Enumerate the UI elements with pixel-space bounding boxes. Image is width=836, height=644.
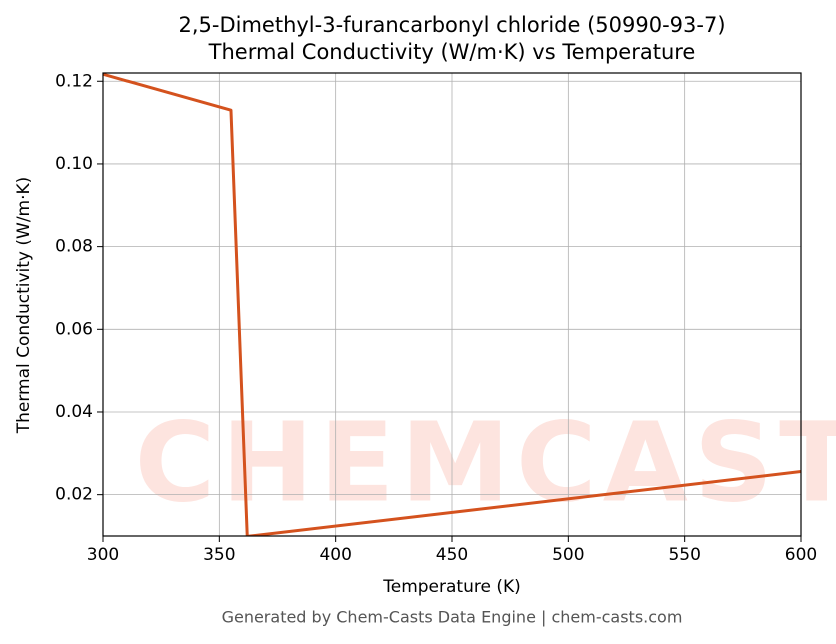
y-tick-label: 0.04: [55, 402, 93, 422]
chart-title: 2,5-Dimethyl-3-furancarbonyl chloride (5…: [178, 13, 725, 37]
y-tick-label: 0.08: [55, 237, 93, 257]
chart-subtitle: Thermal Conductivity (W/m·K) vs Temperat…: [208, 40, 696, 64]
x-tick-label: 550: [668, 545, 700, 565]
y-tick-label: 0.12: [55, 71, 93, 91]
x-tick-label: 300: [87, 545, 119, 565]
x-tick-label: 450: [436, 545, 468, 565]
x-tick-label: 400: [319, 545, 351, 565]
y-tick-label: 0.10: [55, 154, 93, 174]
x-axis-label: Temperature (K): [382, 577, 521, 597]
plot-frame: [102, 72, 802, 537]
footer: Generated by Chem-Casts Data Engine | ch…: [222, 608, 683, 627]
y-tick-label: 0.06: [55, 319, 93, 339]
x-tick-label: 600: [785, 545, 817, 565]
x-tick-label: 500: [552, 545, 584, 565]
watermark: CHEMCASTS: [135, 398, 836, 526]
data-line: [103, 73, 801, 536]
x-tick-label: 350: [203, 545, 235, 565]
y-tick-label: 0.02: [55, 485, 93, 505]
y-axis-label: Thermal Conductivity (W/m·K): [14, 177, 34, 435]
